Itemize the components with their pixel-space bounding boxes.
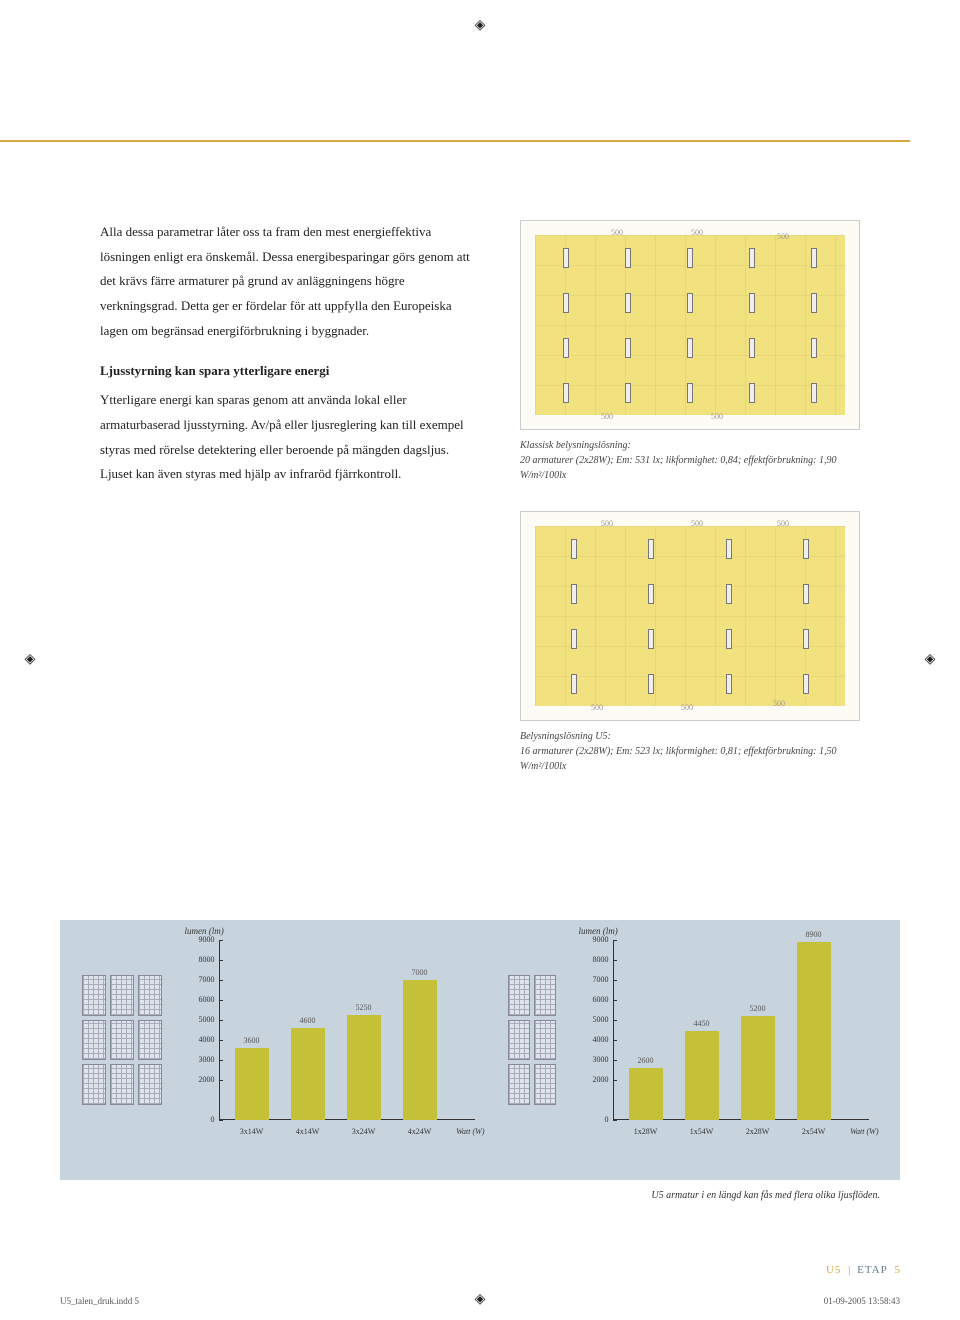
body-column: Alla dessa parametrar låter oss ta fram … xyxy=(100,220,480,802)
diagram-caption-2: Belysningslösning U5: 16 armaturer (2x28… xyxy=(520,729,840,774)
layout-diagram-u5: 500 500 500 500 500 500 xyxy=(520,511,860,721)
bar: 8900 xyxy=(797,942,831,1120)
accent-rule xyxy=(0,140,910,142)
reg-mark-right: ◈ xyxy=(922,652,938,668)
reg-mark-top: ◈ xyxy=(472,18,488,34)
dim-label: 500 xyxy=(773,698,785,710)
bar: 4600 xyxy=(291,1028,325,1120)
print-slug: U5_talen_druk.indd 5 01-09-2005 13:58:43 xyxy=(60,1296,900,1306)
bar-chart-left: lumen (lm) 90008000700060005000400030002… xyxy=(185,940,485,1140)
layout-diagram-classic: 500 500 500 500 500 xyxy=(520,220,860,430)
fixture-icon-wide xyxy=(82,975,162,1105)
bar-chart-right: lumen (lm) 90008000700060005000400030002… xyxy=(579,940,879,1140)
dim-label: 500 xyxy=(777,518,789,530)
bar: 2600 xyxy=(629,1068,663,1120)
dim-label: 500 xyxy=(691,227,703,239)
dim-label: 500 xyxy=(691,518,703,530)
bar: 4450 xyxy=(685,1031,719,1120)
diagram-column: 500 500 500 500 500 Klassisk belysningsl… xyxy=(520,220,900,802)
slug-file: U5_talen_druk.indd 5 xyxy=(60,1296,139,1306)
paragraph-1: Alla dessa parametrar låter oss ta fram … xyxy=(100,220,480,343)
dim-label: 500 xyxy=(601,411,613,423)
bar: 3600 xyxy=(235,1048,269,1120)
dim-label: 500 xyxy=(681,702,693,714)
dim-label: 500 xyxy=(777,231,789,243)
chart-caption: U5 armatur i en längd kan fås med flera … xyxy=(651,1190,880,1201)
diagram-caption-1: Klassisk belysningslösning: 20 armaturer… xyxy=(520,438,840,483)
brand-sep: | xyxy=(848,1264,850,1276)
footer-brand: U5 | ETAP 5 xyxy=(826,1264,900,1276)
slug-time: 01-09-2005 13:58:43 xyxy=(824,1296,900,1306)
paragraph-2: Ytterligare energi kan sparas genom att … xyxy=(100,388,480,487)
bar: 5250 xyxy=(347,1015,381,1120)
chart-panel: lumen (lm) 90008000700060005000400030002… xyxy=(60,920,900,1180)
page-number: 5 xyxy=(895,1264,901,1276)
dim-label: 500 xyxy=(611,227,623,239)
dim-label: 500 xyxy=(711,411,723,423)
fixture-icon-narrow xyxy=(508,975,556,1105)
bar: 5200 xyxy=(741,1016,775,1120)
brand-etap: ETAP xyxy=(857,1264,888,1276)
bar: 7000 xyxy=(403,980,437,1120)
main-content: Alla dessa parametrar låter oss ta fram … xyxy=(100,220,900,802)
subheading: Ljusstyrning kan spara ytterligare energ… xyxy=(100,359,480,384)
dim-label: 500 xyxy=(601,518,613,530)
dim-label: 500 xyxy=(591,702,603,714)
reg-mark-left: ◈ xyxy=(22,652,38,668)
brand-u5: U5 xyxy=(826,1264,841,1276)
